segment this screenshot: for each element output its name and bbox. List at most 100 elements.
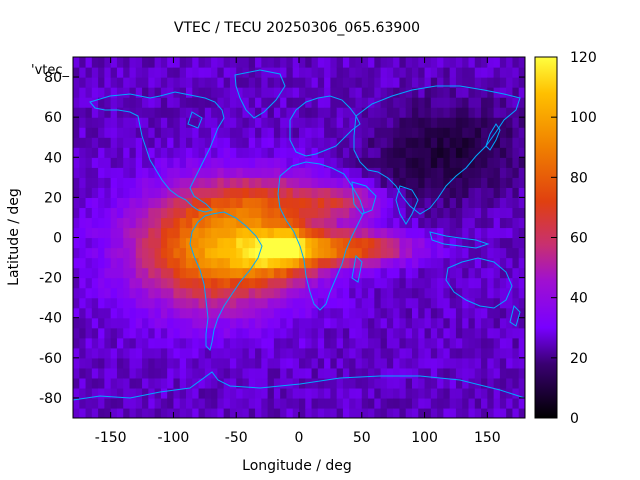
- heatmap-cell: [305, 197, 313, 209]
- heatmap-cell: [481, 287, 488, 299]
- heatmap-cell: [116, 337, 124, 349]
- heatmap-cell: [135, 67, 143, 78]
- heatmap-cell: [116, 257, 124, 269]
- heatmap-cell: [79, 337, 87, 349]
- heatmap-cell: [386, 327, 394, 339]
- heatmap-cell: [148, 97, 156, 108]
- heatmap-cell: [198, 337, 206, 349]
- heatmap-cell: [430, 237, 438, 249]
- heatmap-cell: [173, 267, 181, 279]
- heatmap-cell: [229, 297, 237, 309]
- heatmap-cell: [204, 337, 212, 349]
- heatmap-cell: [418, 257, 426, 269]
- heatmap-cell: [142, 257, 149, 269]
- heatmap-cell: [512, 307, 520, 319]
- heatmap-cell: [506, 167, 514, 178]
- heatmap-cell: [280, 137, 288, 148]
- heatmap-cell: [85, 157, 93, 168]
- heatmap-cell: [449, 357, 457, 369]
- heatmap-cell: [267, 327, 275, 339]
- heatmap-cell: [198, 217, 206, 229]
- heatmap-cell: [349, 67, 357, 78]
- heatmap-cell: [292, 307, 300, 319]
- heatmap-cell: [449, 77, 457, 88]
- heatmap-cell: [412, 157, 419, 168]
- heatmap-cell: [349, 407, 357, 418]
- heatmap-cell: [173, 67, 181, 78]
- heatmap-cell: [85, 367, 93, 379]
- heatmap-cell: [148, 307, 156, 319]
- heatmap-cell: [299, 197, 306, 209]
- heatmap-cell: [399, 117, 407, 128]
- heatmap-cell: [73, 137, 80, 148]
- heatmap-cell: [474, 67, 482, 78]
- heatmap-cell: [192, 87, 200, 98]
- heatmap-cell: [386, 367, 394, 379]
- heatmap-cell: [123, 407, 131, 418]
- heatmap-cell: [217, 337, 225, 349]
- heatmap-cell: [437, 87, 444, 98]
- heatmap-cell: [186, 337, 193, 349]
- heatmap-cell: [512, 257, 520, 269]
- heatmap-cell: [204, 327, 212, 339]
- heatmap-cell: [481, 317, 488, 329]
- heatmap-cell: [443, 357, 451, 369]
- heatmap-cell: [506, 137, 514, 148]
- heatmap-cell: [236, 217, 244, 229]
- heatmap-cell: [248, 237, 256, 249]
- heatmap-cell: [380, 87, 388, 98]
- heatmap-cell: [148, 277, 156, 289]
- heatmap-cell: [374, 207, 382, 219]
- heatmap-cell: [506, 397, 514, 409]
- heatmap-cell: [98, 167, 105, 178]
- heatmap-cell: [474, 127, 482, 138]
- heatmap-cell: [167, 167, 175, 178]
- heatmap-cell: [412, 217, 419, 229]
- heatmap-cell: [217, 197, 225, 209]
- heatmap-cell: [393, 387, 401, 399]
- heatmap-cell: [299, 227, 306, 239]
- heatmap-cell: [462, 227, 470, 239]
- heatmap-cell: [512, 187, 520, 198]
- heatmap-cell: [160, 87, 168, 98]
- heatmap-cell: [273, 307, 281, 319]
- heatmap-cell: [368, 197, 375, 209]
- heatmap-cell: [267, 157, 275, 168]
- heatmap-cell: [317, 137, 325, 148]
- heatmap-cell: [142, 287, 149, 299]
- heatmap-cell: [160, 327, 168, 339]
- heatmap-cell: [412, 67, 419, 78]
- heatmap-cell: [91, 377, 99, 389]
- heatmap-cell: [179, 157, 187, 168]
- y-tick-label: 60: [44, 110, 62, 126]
- heatmap-cell: [85, 87, 93, 98]
- heatmap-cell: [512, 357, 520, 369]
- heatmap-cell: [330, 317, 338, 329]
- heatmap-cell: [455, 197, 463, 209]
- heatmap-cell: [374, 257, 382, 269]
- heatmap-cell: [148, 357, 156, 369]
- heatmap-cell: [324, 257, 331, 269]
- heatmap-cell: [73, 107, 80, 118]
- heatmap-cell: [386, 207, 394, 219]
- heatmap-cell: [204, 207, 212, 219]
- heatmap-cell: [449, 287, 457, 299]
- heatmap-cell: [123, 167, 131, 178]
- heatmap-cell: [186, 377, 193, 389]
- heatmap-cell: [116, 397, 124, 409]
- heatmap-cell: [173, 167, 181, 178]
- heatmap-cell: [292, 227, 300, 239]
- heatmap-cell: [85, 187, 93, 198]
- heatmap-cell: [223, 227, 231, 239]
- heatmap-cell: [481, 297, 488, 309]
- heatmap-cell: [223, 277, 231, 289]
- heatmap-cell: [462, 277, 470, 289]
- heatmap-cell: [437, 117, 444, 128]
- heatmap-cell: [154, 407, 162, 418]
- heatmap-cell: [437, 367, 444, 379]
- heatmap-cell: [368, 77, 375, 88]
- heatmap-cell: [110, 387, 118, 399]
- heatmap-cell: [91, 187, 99, 198]
- heatmap-cell: [142, 347, 149, 359]
- heatmap-cell: [261, 327, 269, 339]
